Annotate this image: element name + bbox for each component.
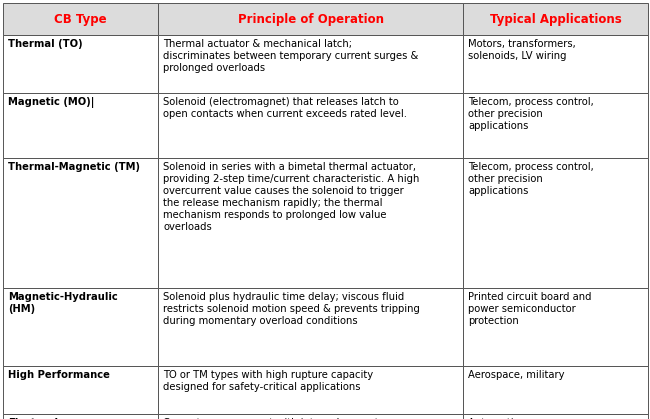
Bar: [463, 3, 648, 35]
Bar: [158, 35, 463, 93]
Text: Solenoid plus hydraulic time delay; viscous fluid
restricts solenoid motion spee: Solenoid plus hydraulic time delay; visc…: [163, 292, 420, 326]
Text: Motors, transformers,
solenoids, LV wiring: Motors, transformers, solenoids, LV wiri…: [468, 39, 576, 61]
Text: Solenoid in series with a bimetal thermal actuator,
providing 2-step time/curren: Solenoid in series with a bimetal therma…: [163, 162, 419, 232]
Bar: [3, 288, 158, 366]
Text: Magnetic-Hydraulic
(HM): Magnetic-Hydraulic (HM): [8, 292, 118, 314]
Text: Electronic: Electronic: [8, 418, 64, 419]
Bar: [158, 3, 463, 35]
Bar: [463, 158, 648, 288]
Text: Aerospace, military: Aerospace, military: [468, 370, 564, 380]
Text: Magnetic (MO)|: Magnetic (MO)|: [8, 97, 94, 108]
Text: Printed circuit board and
power semiconductor
protection: Printed circuit board and power semicond…: [468, 292, 592, 326]
Bar: [3, 158, 158, 288]
Bar: [158, 158, 463, 288]
Text: Thermal (TO): Thermal (TO): [8, 39, 83, 49]
Text: Telecom, process control,
other precision
applications: Telecom, process control, other precisio…: [468, 97, 593, 131]
Text: TO or TM types with high rupture capacity
designed for safety-critical applicati: TO or TM types with high rupture capacit…: [163, 370, 373, 392]
Bar: [463, 35, 648, 93]
Text: Current measurement with integral current sensor.
For overloads, electronic curr: Current measurement with integral curren…: [163, 418, 417, 419]
Text: Principle of Operation: Principle of Operation: [237, 13, 384, 26]
Bar: [3, 93, 158, 158]
Text: Thermal-Magnetic (TM): Thermal-Magnetic (TM): [8, 162, 140, 172]
Bar: [3, 3, 158, 35]
Bar: [463, 414, 648, 419]
Text: Automation, process
control, communication
systems: Automation, process control, communicati…: [468, 418, 586, 419]
Bar: [158, 414, 463, 419]
Text: Typical Applications: Typical Applications: [489, 13, 621, 26]
Text: Thermal actuator & mechanical latch;
discriminates between temporary current sur: Thermal actuator & mechanical latch; dis…: [163, 39, 419, 73]
Text: CB Type: CB Type: [54, 13, 107, 26]
Text: High Performance: High Performance: [8, 370, 110, 380]
Bar: [463, 288, 648, 366]
Bar: [158, 288, 463, 366]
Bar: [158, 93, 463, 158]
Bar: [158, 366, 463, 414]
Bar: [463, 366, 648, 414]
Bar: [3, 35, 158, 93]
Text: Telecom, process control,
other precision
applications: Telecom, process control, other precisio…: [468, 162, 593, 196]
Bar: [3, 366, 158, 414]
Bar: [3, 414, 158, 419]
Bar: [463, 93, 648, 158]
Text: Solenoid (electromagnet) that releases latch to
open contacts when current excee: Solenoid (electromagnet) that releases l…: [163, 97, 407, 119]
